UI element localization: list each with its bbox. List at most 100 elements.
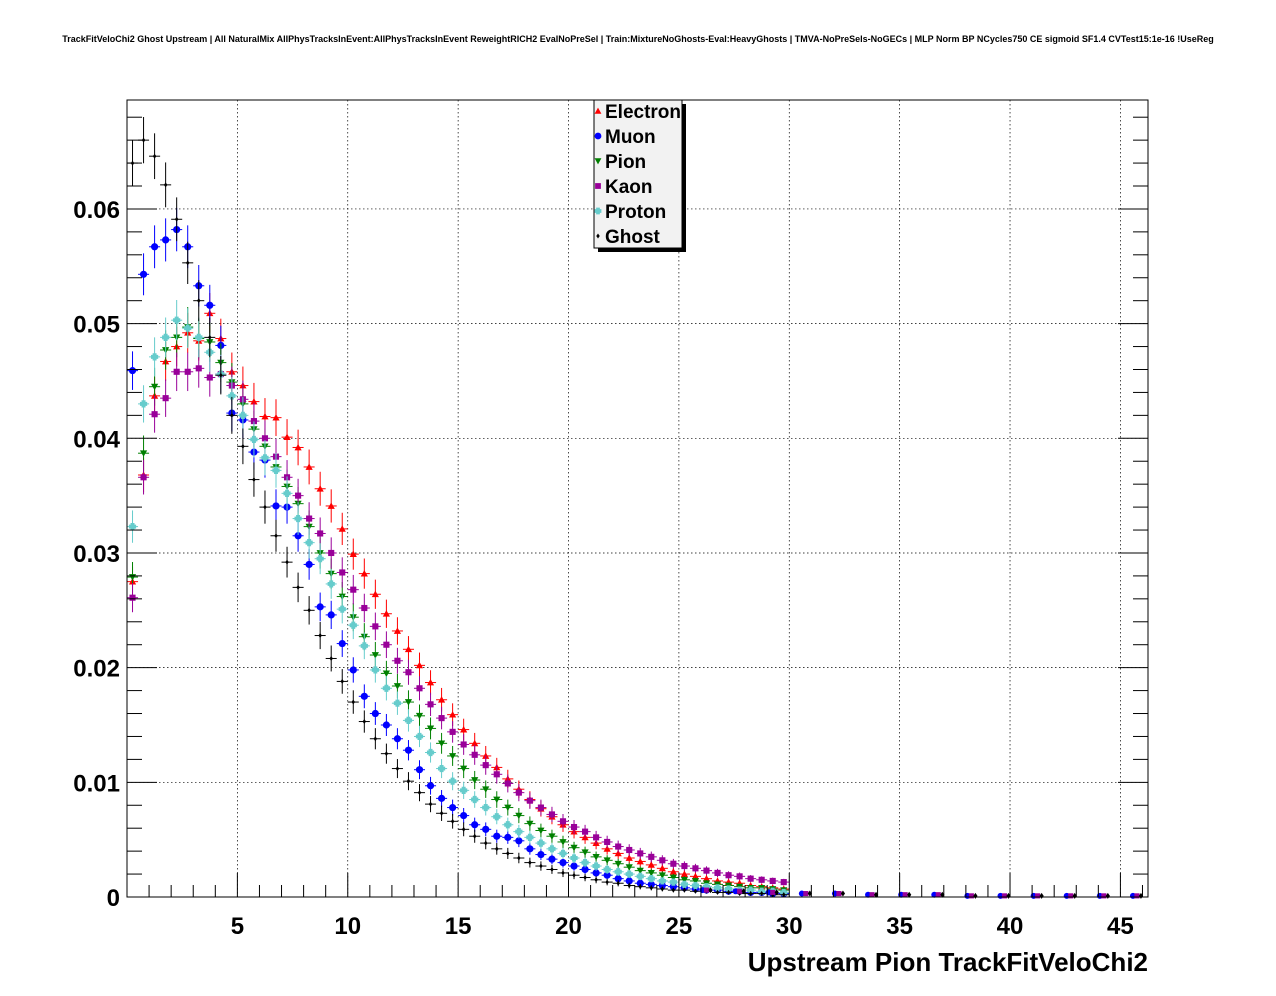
data-point: [382, 721, 390, 729]
data-point: [658, 877, 666, 885]
data-point: [129, 594, 136, 601]
data-point: [614, 868, 622, 876]
data-point: [371, 666, 379, 674]
tail-point: [1105, 892, 1110, 899]
data-point: [173, 368, 180, 375]
data-point: [647, 861, 655, 868]
data-point: [339, 569, 346, 576]
legend-marker-electron: [594, 107, 602, 114]
legend-label-ghost: Ghost: [605, 227, 661, 248]
data-point: [714, 869, 721, 876]
legend-marker-proton: [594, 207, 602, 215]
data-point: [230, 412, 234, 418]
data-point: [195, 333, 203, 341]
data-point: [128, 367, 137, 375]
data-point: [250, 397, 258, 405]
data-point: [328, 549, 335, 557]
data-point: [228, 392, 236, 400]
data-point: [582, 828, 589, 835]
data-point: [504, 821, 512, 829]
data-point: [208, 334, 212, 340]
data-point: [351, 699, 356, 705]
data-point: [625, 877, 633, 885]
data-point: [128, 522, 137, 531]
data-point: [614, 860, 622, 868]
data-point: [239, 411, 247, 419]
data-point: [327, 580, 335, 588]
data-point: [548, 833, 556, 840]
data-point: [636, 879, 644, 887]
data-point: [428, 801, 433, 807]
y-tick-label: 0.01: [73, 770, 120, 797]
data-point: [395, 766, 400, 772]
data-point: [647, 870, 655, 877]
data-point: [483, 840, 488, 846]
data-point: [305, 463, 313, 470]
data-point: [748, 891, 753, 897]
x-axis-title: Upstream Pion TrackFitVeloChi2: [748, 947, 1148, 977]
data-point: [528, 860, 532, 866]
data-point: [261, 435, 269, 442]
data-point: [362, 719, 367, 725]
data-point: [550, 866, 554, 872]
data-point: [361, 604, 368, 612]
tick-labels: 5 10 15 20 25 30 35 40 45 0 0.01 0.02 0.03 0.04 0.05 0.…: [73, 197, 1133, 940]
data-point: [184, 324, 192, 332]
data-point: [415, 712, 424, 720]
data-point: [537, 850, 545, 859]
legend: Electron Muon Pion Kaon Proton Ghost: [593, 99, 686, 252]
data-point: [162, 395, 169, 402]
legend-marker-ghost: [596, 233, 600, 239]
data-point: [670, 860, 677, 867]
data-point: [460, 725, 468, 733]
data-point: [627, 883, 631, 889]
data-point: [625, 864, 633, 871]
data-series: [127, 117, 1144, 899]
data-point: [548, 855, 556, 863]
data-point: [570, 854, 578, 862]
tail-point: [1072, 892, 1077, 899]
data-point: [184, 368, 191, 375]
data-point: [747, 886, 755, 894]
data-point: [703, 867, 710, 874]
data-point: [660, 886, 665, 892]
data-point: [338, 639, 346, 648]
x-tick-label: 25: [666, 913, 693, 940]
data-point: [393, 683, 402, 690]
data-point: [371, 709, 379, 718]
legend-label-muon: Muon: [605, 127, 656, 148]
data-point: [460, 811, 468, 820]
data-point: [274, 533, 278, 539]
data-point: [295, 492, 302, 499]
data-point: [316, 603, 324, 611]
data-point: [526, 833, 534, 841]
legend-box: [593, 99, 683, 249]
x-tick-label: 10: [334, 913, 361, 940]
data-point: [296, 584, 300, 590]
data-point: [713, 884, 722, 892]
data-point: [715, 889, 720, 895]
data-point: [437, 740, 446, 747]
data-point: [195, 365, 202, 372]
x-tick-label: 45: [1107, 913, 1134, 940]
data-point: [140, 474, 147, 481]
data-point: [691, 872, 700, 880]
data-point: [327, 611, 335, 619]
data-point: [139, 400, 148, 408]
data-point: [393, 627, 402, 634]
data-point: [647, 875, 655, 883]
data-point: [537, 804, 544, 811]
data-point: [636, 857, 644, 865]
data-point: [162, 333, 170, 341]
data-point: [515, 837, 523, 845]
data-point: [702, 875, 711, 882]
data-point: [338, 605, 346, 613]
data-point: [371, 652, 379, 659]
legend-marker-muon: [594, 132, 602, 140]
data-point: [471, 751, 478, 758]
data-point: [285, 559, 289, 565]
data-point: [426, 678, 435, 686]
data-point: [371, 590, 379, 598]
data-point: [349, 666, 357, 674]
data-point: [139, 270, 148, 278]
